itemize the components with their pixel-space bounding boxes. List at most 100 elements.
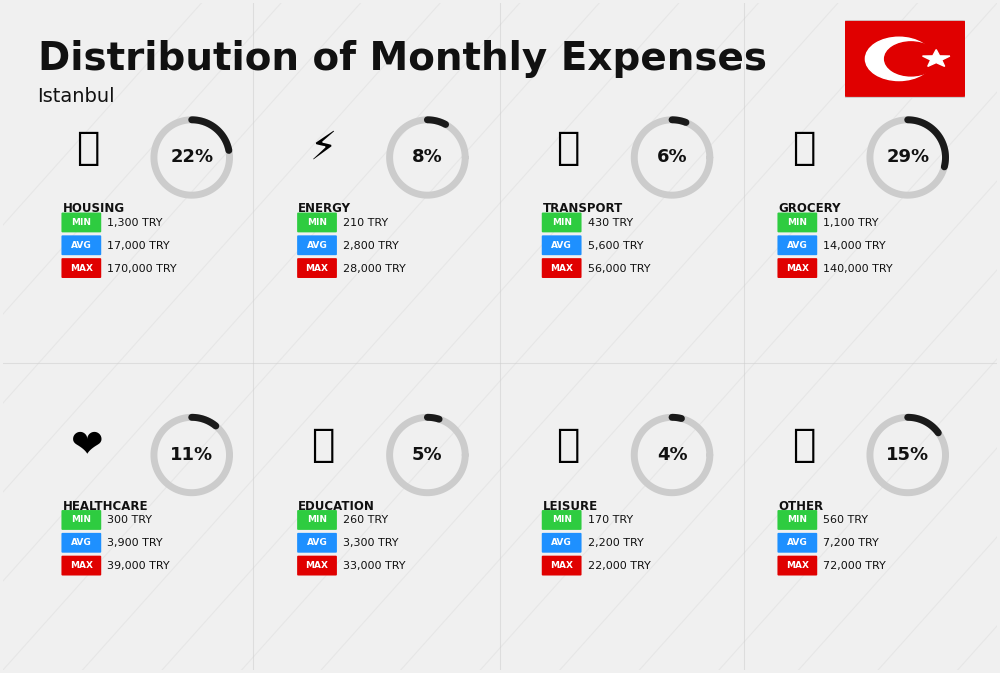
FancyBboxPatch shape bbox=[297, 533, 337, 553]
Text: MIN: MIN bbox=[787, 218, 807, 227]
Text: Distribution of Monthly Expenses: Distribution of Monthly Expenses bbox=[38, 40, 767, 79]
Text: 300 TRY: 300 TRY bbox=[107, 516, 152, 526]
Text: 🚌: 🚌 bbox=[556, 129, 579, 167]
FancyBboxPatch shape bbox=[542, 556, 582, 575]
FancyBboxPatch shape bbox=[61, 556, 101, 575]
Text: MAX: MAX bbox=[306, 264, 329, 273]
Text: TRANSPORT: TRANSPORT bbox=[543, 202, 623, 215]
Text: MIN: MIN bbox=[307, 218, 327, 227]
Text: MIN: MIN bbox=[71, 516, 91, 524]
Text: 260 TRY: 260 TRY bbox=[343, 516, 388, 526]
FancyBboxPatch shape bbox=[777, 556, 817, 575]
Text: 17,000 TRY: 17,000 TRY bbox=[107, 241, 170, 251]
Text: 7,200 TRY: 7,200 TRY bbox=[823, 538, 879, 548]
Text: 72,000 TRY: 72,000 TRY bbox=[823, 561, 886, 571]
Circle shape bbox=[865, 37, 933, 81]
Text: MIN: MIN bbox=[787, 516, 807, 524]
FancyBboxPatch shape bbox=[841, 20, 969, 98]
Text: 1,300 TRY: 1,300 TRY bbox=[107, 218, 163, 228]
Text: 29%: 29% bbox=[886, 149, 929, 166]
Text: HOUSING: HOUSING bbox=[62, 202, 125, 215]
FancyBboxPatch shape bbox=[61, 213, 101, 232]
Text: MAX: MAX bbox=[70, 561, 93, 570]
Text: 430 TRY: 430 TRY bbox=[588, 218, 633, 228]
Text: MIN: MIN bbox=[71, 218, 91, 227]
Text: 5,600 TRY: 5,600 TRY bbox=[588, 241, 643, 251]
Text: LEISURE: LEISURE bbox=[543, 499, 598, 513]
FancyBboxPatch shape bbox=[297, 258, 337, 278]
Text: ENERGY: ENERGY bbox=[298, 202, 351, 215]
FancyBboxPatch shape bbox=[297, 213, 337, 232]
FancyBboxPatch shape bbox=[61, 236, 101, 255]
Text: MAX: MAX bbox=[786, 561, 809, 570]
Text: 🛍: 🛍 bbox=[556, 426, 579, 464]
Text: 3,900 TRY: 3,900 TRY bbox=[107, 538, 163, 548]
FancyBboxPatch shape bbox=[61, 258, 101, 278]
FancyBboxPatch shape bbox=[61, 533, 101, 553]
FancyBboxPatch shape bbox=[542, 236, 582, 255]
Text: ⚡: ⚡ bbox=[309, 129, 337, 167]
Text: 33,000 TRY: 33,000 TRY bbox=[343, 561, 405, 571]
Text: MAX: MAX bbox=[70, 264, 93, 273]
Text: 4%: 4% bbox=[657, 446, 687, 464]
Text: 170 TRY: 170 TRY bbox=[588, 516, 633, 526]
Text: 💰: 💰 bbox=[792, 426, 815, 464]
Text: MAX: MAX bbox=[786, 264, 809, 273]
Text: 🛒: 🛒 bbox=[792, 129, 815, 167]
FancyBboxPatch shape bbox=[542, 258, 582, 278]
FancyBboxPatch shape bbox=[777, 258, 817, 278]
Text: 28,000 TRY: 28,000 TRY bbox=[343, 264, 406, 273]
Text: 6%: 6% bbox=[657, 149, 687, 166]
Text: 🎓: 🎓 bbox=[311, 426, 335, 464]
Text: MAX: MAX bbox=[306, 561, 329, 570]
Text: MAX: MAX bbox=[550, 561, 573, 570]
Text: AVG: AVG bbox=[71, 241, 92, 250]
Text: 39,000 TRY: 39,000 TRY bbox=[107, 561, 170, 571]
Text: AVG: AVG bbox=[71, 538, 92, 547]
Text: 170,000 TRY: 170,000 TRY bbox=[107, 264, 177, 273]
FancyBboxPatch shape bbox=[297, 556, 337, 575]
Text: 3,300 TRY: 3,300 TRY bbox=[343, 538, 398, 548]
Text: 14,000 TRY: 14,000 TRY bbox=[823, 241, 886, 251]
Text: 22%: 22% bbox=[170, 149, 213, 166]
Text: AVG: AVG bbox=[787, 241, 808, 250]
Text: 2,800 TRY: 2,800 TRY bbox=[343, 241, 399, 251]
Text: 🏢: 🏢 bbox=[76, 129, 99, 167]
Text: 560 TRY: 560 TRY bbox=[823, 516, 868, 526]
FancyBboxPatch shape bbox=[542, 213, 582, 232]
Text: MAX: MAX bbox=[550, 264, 573, 273]
FancyBboxPatch shape bbox=[542, 510, 582, 530]
Text: AVG: AVG bbox=[787, 538, 808, 547]
FancyBboxPatch shape bbox=[777, 533, 817, 553]
Text: 15%: 15% bbox=[886, 446, 929, 464]
FancyBboxPatch shape bbox=[777, 213, 817, 232]
Text: AVG: AVG bbox=[551, 538, 572, 547]
Text: AVG: AVG bbox=[551, 241, 572, 250]
Text: HEALTHCARE: HEALTHCARE bbox=[62, 499, 148, 513]
FancyBboxPatch shape bbox=[542, 533, 582, 553]
Text: EDUCATION: EDUCATION bbox=[298, 499, 375, 513]
FancyBboxPatch shape bbox=[777, 510, 817, 530]
Text: 2,200 TRY: 2,200 TRY bbox=[588, 538, 643, 548]
Text: 22,000 TRY: 22,000 TRY bbox=[588, 561, 650, 571]
Text: 8%: 8% bbox=[412, 149, 443, 166]
Text: GROCERY: GROCERY bbox=[778, 202, 841, 215]
Circle shape bbox=[885, 42, 937, 76]
Text: 1,100 TRY: 1,100 TRY bbox=[823, 218, 879, 228]
Text: 11%: 11% bbox=[170, 446, 213, 464]
Text: Istanbul: Istanbul bbox=[38, 87, 115, 106]
Text: 210 TRY: 210 TRY bbox=[343, 218, 388, 228]
Text: ❤: ❤ bbox=[71, 426, 104, 464]
Text: MIN: MIN bbox=[307, 516, 327, 524]
Polygon shape bbox=[923, 50, 950, 67]
FancyBboxPatch shape bbox=[777, 236, 817, 255]
Text: AVG: AVG bbox=[307, 241, 327, 250]
FancyBboxPatch shape bbox=[297, 510, 337, 530]
FancyBboxPatch shape bbox=[297, 236, 337, 255]
Text: AVG: AVG bbox=[307, 538, 327, 547]
Text: OTHER: OTHER bbox=[778, 499, 824, 513]
Text: 56,000 TRY: 56,000 TRY bbox=[588, 264, 650, 273]
FancyBboxPatch shape bbox=[61, 510, 101, 530]
Text: 140,000 TRY: 140,000 TRY bbox=[823, 264, 893, 273]
Text: MIN: MIN bbox=[552, 516, 572, 524]
